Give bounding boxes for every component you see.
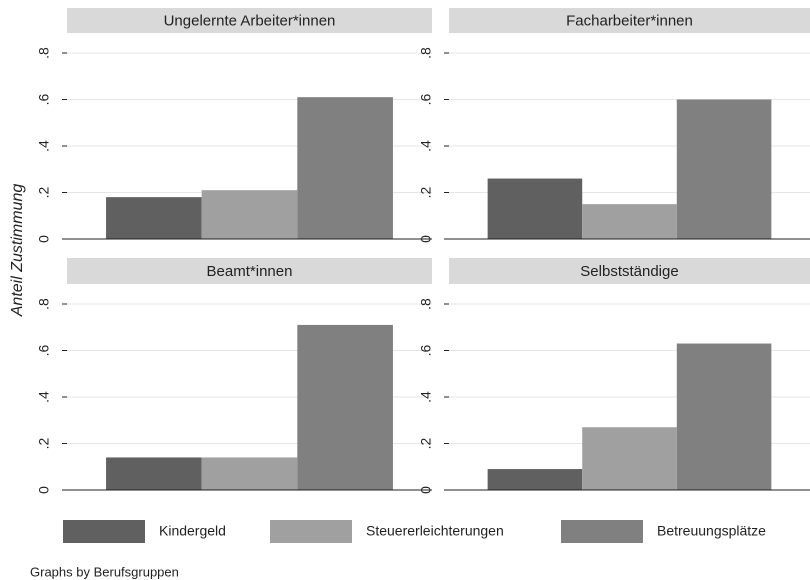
legend-swatch xyxy=(561,520,643,543)
y-tick-label: .8 xyxy=(36,47,52,59)
bar xyxy=(297,97,393,239)
bar xyxy=(487,178,583,239)
facet-title: Selbstständige xyxy=(580,263,678,280)
facet-title: Beamt*innen xyxy=(207,263,293,280)
bar xyxy=(676,343,772,490)
y-tick-label: 0 xyxy=(36,235,52,243)
y-tick-label: .4 xyxy=(36,391,52,403)
y-tick-label: .2 xyxy=(418,437,434,449)
y-tick-label: .4 xyxy=(36,140,52,152)
bar xyxy=(201,457,298,490)
facet-header xyxy=(67,8,432,33)
y-tick-label: .6 xyxy=(418,93,434,105)
bar xyxy=(297,324,393,490)
bar xyxy=(676,99,772,239)
y-tick-label: .6 xyxy=(418,344,434,356)
y-tick-label: .2 xyxy=(36,186,52,198)
y-tick-label: .2 xyxy=(418,186,434,198)
facet-header xyxy=(67,258,432,284)
legend-label: Kindergeld xyxy=(159,523,226,539)
y-tick-label: .2 xyxy=(36,437,52,449)
note: Graphs by Berufsgruppen xyxy=(30,564,179,579)
bar xyxy=(582,427,677,490)
facet-header xyxy=(449,8,810,33)
y-tick-label: 0 xyxy=(418,486,434,494)
y-tick-label: .8 xyxy=(418,47,434,59)
legend-swatch xyxy=(270,520,352,543)
y-axis-label: Anteil Zustimmung xyxy=(9,184,26,318)
bar xyxy=(582,204,677,239)
bar xyxy=(487,469,583,490)
y-tick-label: 0 xyxy=(418,235,434,243)
bar xyxy=(106,197,202,239)
legend-swatch xyxy=(63,520,145,543)
facet-title: Ungelernte Arbeiter*innen xyxy=(164,12,336,29)
bar xyxy=(201,190,298,239)
y-tick-label: 0 xyxy=(36,486,52,494)
y-tick-label: .6 xyxy=(36,344,52,356)
legend-label: Betreuungsplätze xyxy=(657,523,766,539)
y-tick-label: .6 xyxy=(36,93,52,105)
y-tick-label: .4 xyxy=(418,391,434,403)
bar xyxy=(106,457,202,490)
facet-title: Facharbeiter*innen xyxy=(566,12,693,29)
y-tick-label: .8 xyxy=(36,298,52,310)
y-tick-label: .4 xyxy=(418,140,434,152)
facet-header xyxy=(449,258,810,284)
legend-label: Steuererleichterungen xyxy=(366,523,504,539)
y-tick-label: .8 xyxy=(418,298,434,310)
